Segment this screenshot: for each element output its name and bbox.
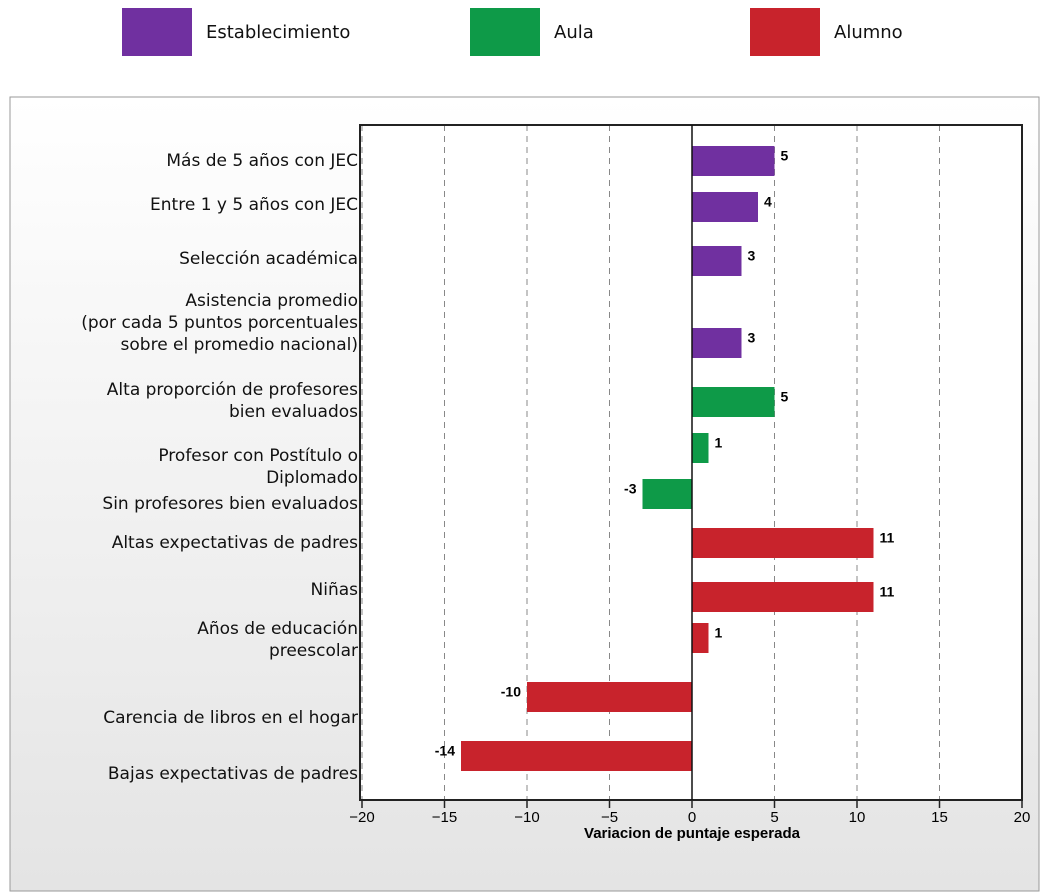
value-label: 1 (715, 435, 723, 451)
x-tick-label: 0 (688, 809, 696, 826)
x-tick-label: −5 (601, 809, 618, 826)
bar (692, 387, 775, 417)
legend-swatch (750, 8, 820, 56)
x-tick-label: −10 (514, 809, 539, 826)
category-label: Selección académica (179, 249, 358, 269)
value-label: -10 (501, 684, 521, 700)
bar (692, 192, 758, 222)
bar (461, 741, 692, 771)
value-label: -3 (624, 481, 637, 497)
legend-label: Alumno (834, 22, 903, 43)
value-label: 3 (748, 330, 756, 346)
category-label: Sin profesores bien evaluados (102, 494, 358, 514)
category-label: Altas expectativas de padres (111, 533, 358, 553)
plot-border (359, 124, 1023, 801)
x-tick-label: 15 (931, 809, 948, 826)
x-axis-label: Variacion de puntaje esperada (584, 825, 801, 842)
value-label: 11 (880, 584, 895, 600)
x-tick-label: 5 (770, 809, 778, 826)
category-label: Carencia de libros en el hogar (103, 708, 358, 728)
bar (692, 528, 874, 558)
bar (692, 246, 742, 276)
value-label: 1 (715, 625, 723, 641)
legend-label: Aula (554, 22, 594, 43)
legend-label: Establecimiento (206, 22, 350, 43)
value-label: 4 (764, 194, 772, 210)
legend-swatch (122, 8, 192, 56)
x-tick-label: −15 (432, 809, 457, 826)
x-tick-label: 10 (849, 809, 866, 826)
bar (527, 682, 692, 712)
x-tick-label: −20 (349, 809, 374, 826)
bar (692, 582, 874, 612)
category-label: Bajas expectativas de padres (107, 764, 358, 784)
bar (692, 146, 775, 176)
value-label: 3 (748, 248, 756, 264)
category-label: Asistencia promedio (por cada 5 puntos p… (81, 291, 358, 355)
bar (642, 479, 692, 509)
bar (692, 623, 709, 653)
legend-swatch (470, 8, 540, 56)
value-label: -14 (435, 743, 455, 759)
bar (692, 328, 742, 358)
category-label: Más de 5 años con JEC (166, 151, 358, 171)
category-label: Alta proporción de profesores bien evalu… (106, 380, 358, 422)
category-label: Niñas (310, 580, 359, 600)
x-tick-label: 20 (1014, 809, 1031, 826)
value-label: 11 (880, 530, 895, 546)
value-label: 5 (781, 389, 789, 405)
value-label: 5 (781, 148, 789, 164)
category-label: Años de educación preescolar (197, 619, 358, 661)
bar (692, 433, 709, 463)
category-label: Entre 1 y 5 años con JEC (150, 195, 358, 215)
category-label: Profesor con Postítulo o Diplomado (158, 446, 358, 488)
